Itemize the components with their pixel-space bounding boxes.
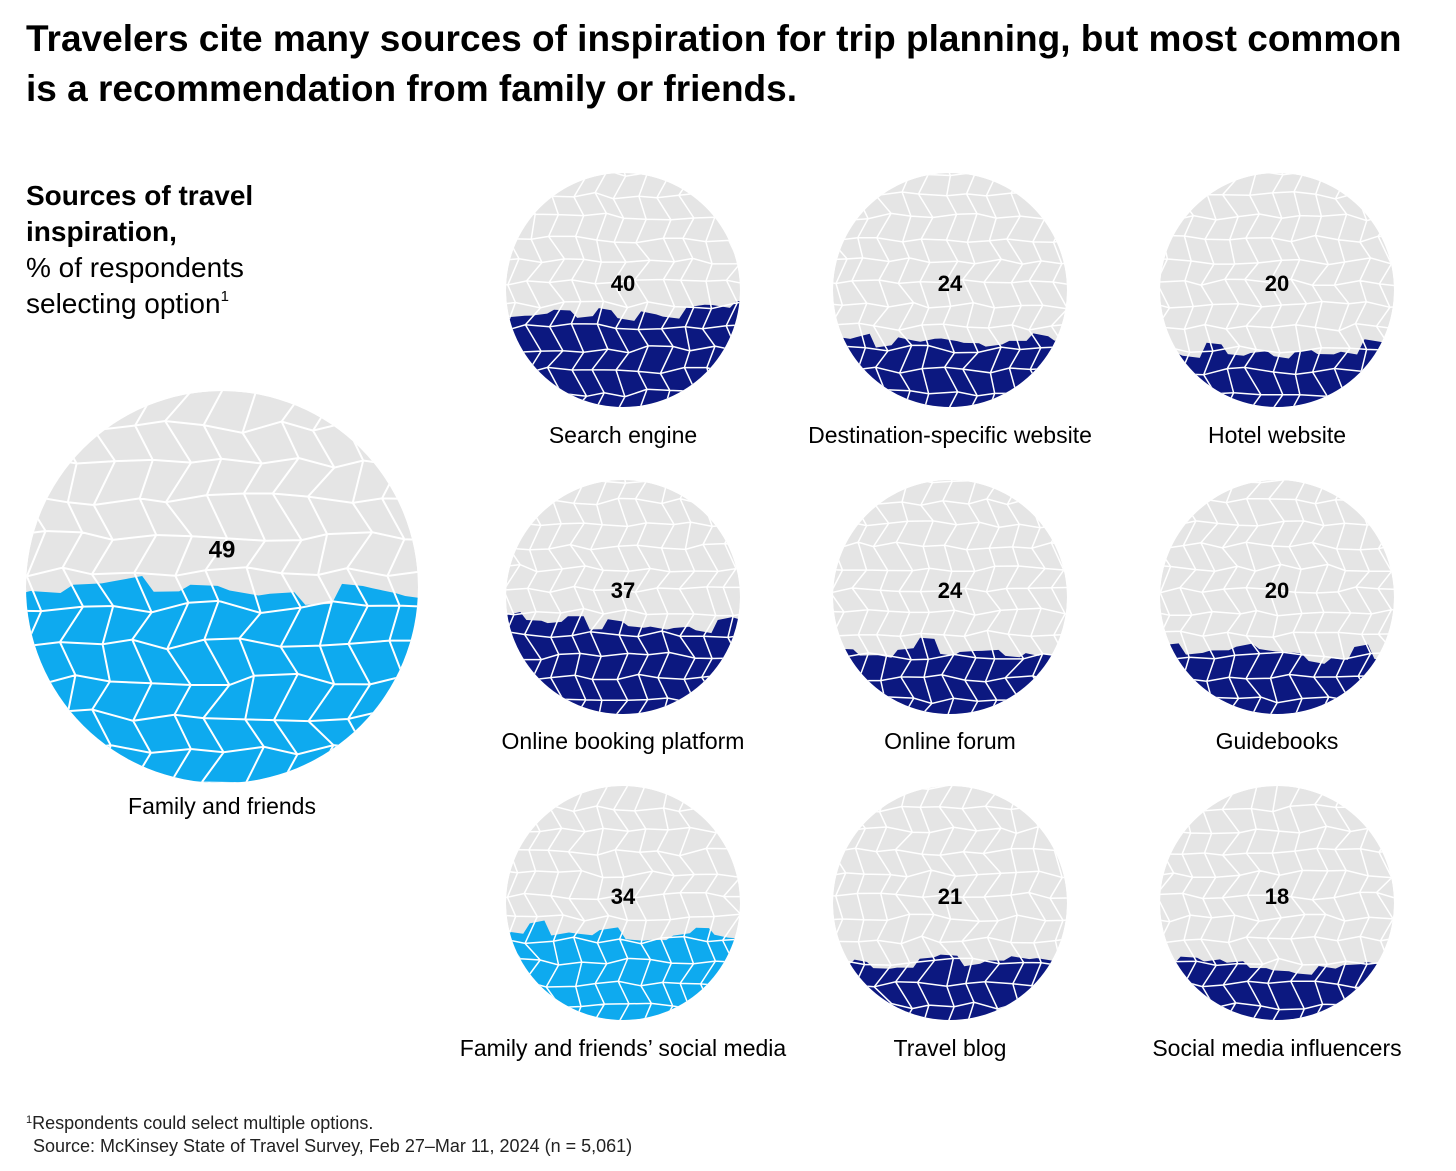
value-label-online-booking-platform: 37 (611, 578, 635, 603)
subtitle-text: % of respondents selecting option (26, 252, 244, 319)
footnote-marker: 1 (26, 1114, 33, 1126)
footnote: 1Respondents could select multiple optio… (26, 1112, 632, 1158)
category-label-online-forum: Online forum (884, 728, 1016, 754)
subtitle-bold: Sources of travel inspiration, (26, 180, 254, 247)
category-label-social-media-influencers: Social media influencers (1152, 1035, 1401, 1061)
value-label-social-media-influencers: 18 (1265, 884, 1289, 909)
circle-online-booking-platform (506, 480, 740, 714)
subtitle-footnote-marker: 1 (220, 288, 229, 305)
footnote-source: Source: McKinsey State of Travel Survey,… (33, 1136, 633, 1156)
fill-destination-specific-website (833, 333, 1067, 407)
value-label-guidebooks: 20 (1265, 578, 1289, 603)
value-label-family-and-friends-social-media: 34 (611, 884, 636, 909)
value-label-search-engine: 40 (611, 271, 635, 296)
footnote-note: Respondents could select multiple option… (32, 1113, 374, 1133)
category-label-online-booking-platform: Online booking platform (502, 728, 745, 754)
category-label-family-and-friends: Family and friends (128, 793, 316, 819)
value-label-online-forum: 24 (938, 578, 963, 603)
circle-search-engine (506, 173, 740, 407)
value-label-hotel-website: 20 (1265, 271, 1289, 296)
category-label-travel-blog: Travel blog (894, 1035, 1007, 1061)
category-label-search-engine: Search engine (549, 422, 697, 448)
fill-family-and-friends (26, 576, 418, 783)
category-label-hotel-website: Hotel website (1208, 422, 1346, 448)
category-label-family-and-friends-social-media: Family and friends’ social media (460, 1035, 787, 1061)
circle-family-and-friends-social-media (506, 786, 740, 1020)
circle-background-online-forum (833, 480, 1067, 714)
category-label-destination-specific-website: Destination-specific website (808, 422, 1092, 448)
value-label-travel-blog: 21 (938, 884, 962, 909)
fill-online-booking-platform (506, 612, 740, 714)
category-label-guidebooks: Guidebooks (1216, 728, 1339, 754)
chart-title: Travelers cite many sources of inspirati… (26, 18, 1402, 109)
value-label-family-and-friends: 49 (209, 536, 236, 563)
value-label-destination-specific-website: 24 (938, 271, 963, 296)
chart-subtitle: Sources of travel inspiration, % of resp… (26, 178, 326, 322)
circle-family-and-friends (26, 391, 418, 783)
